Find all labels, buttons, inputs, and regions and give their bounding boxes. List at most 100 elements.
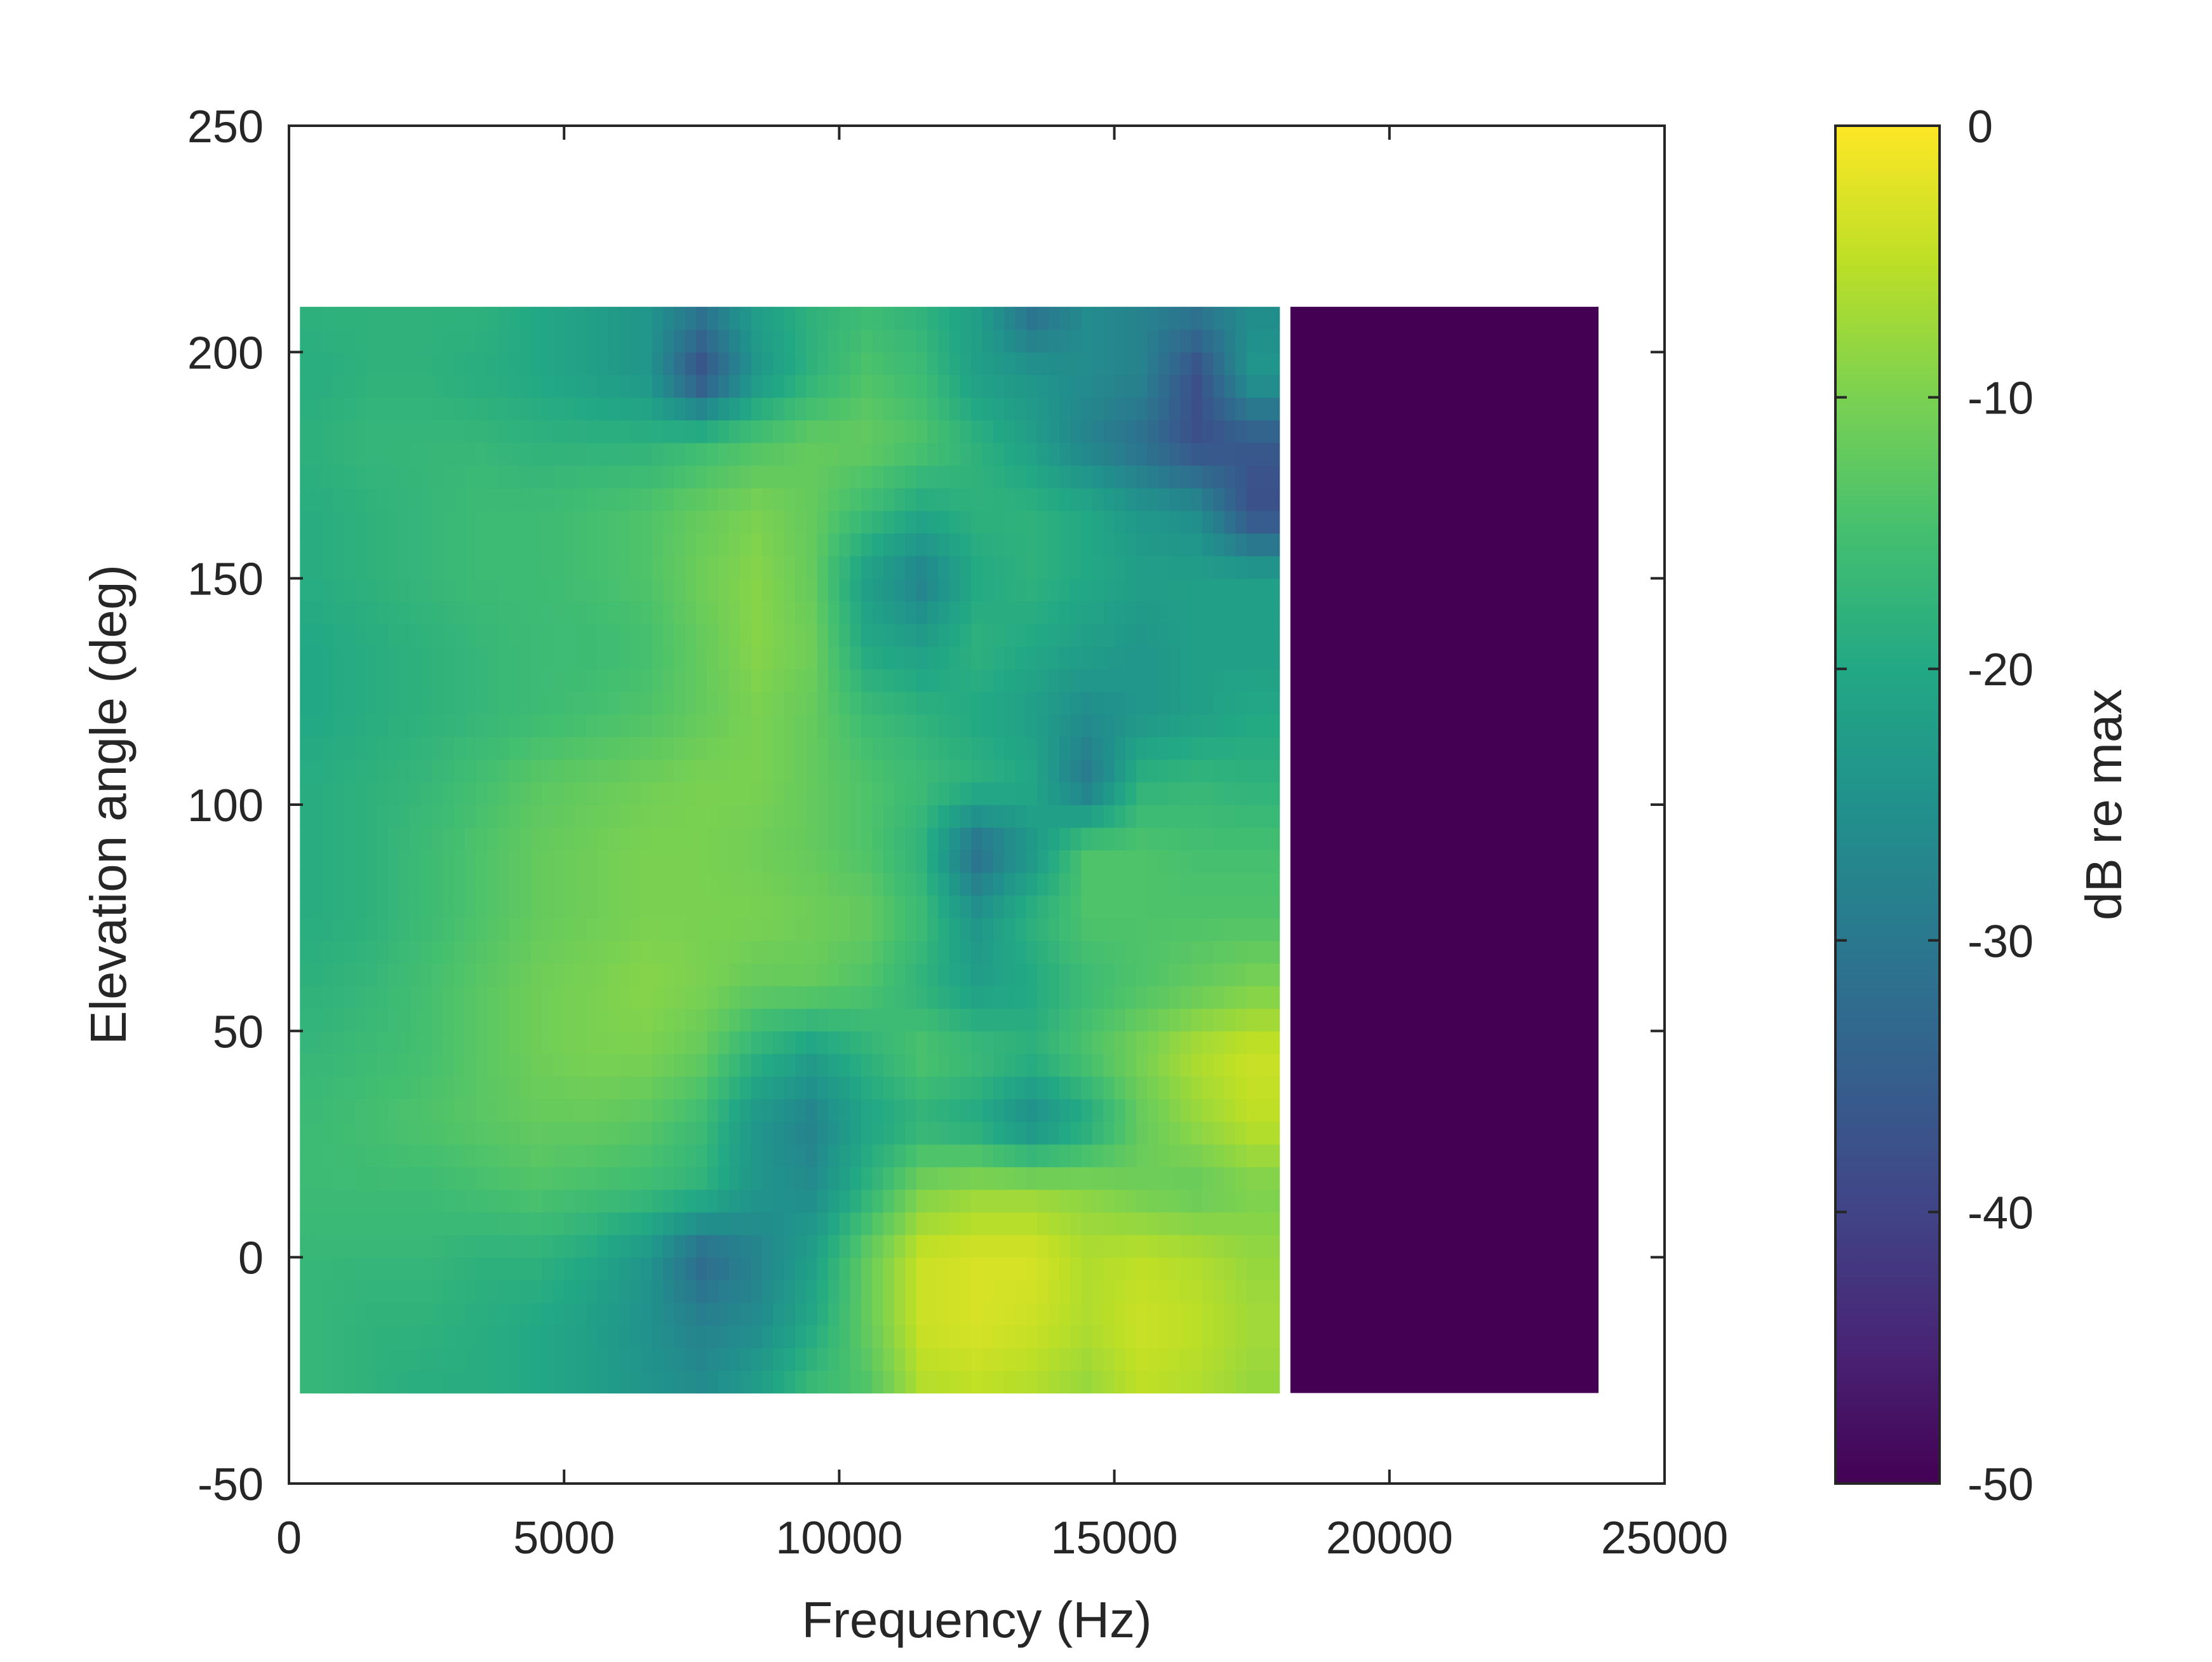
heatmap-cell (1191, 669, 1203, 692)
heatmap-cell (850, 307, 862, 330)
heatmap-cell (773, 1370, 785, 1394)
heatmap-cell (641, 465, 653, 488)
heatmap-cell (1246, 737, 1258, 760)
heatmap-cell (1059, 1099, 1071, 1122)
heatmap-cell (1114, 872, 1126, 896)
heatmap-cell (531, 1099, 543, 1122)
heatmap-cell (498, 533, 510, 556)
heatmap-cell (828, 646, 840, 669)
heatmap-cell (344, 1099, 356, 1122)
heatmap-cell (311, 623, 323, 647)
heatmap-cell (443, 963, 455, 986)
heatmap-cell (960, 352, 972, 375)
heatmap-cell (1092, 1302, 1104, 1326)
heatmap-cell (1268, 1121, 1280, 1145)
heatmap-cell (311, 1031, 323, 1054)
heatmap-cell (1136, 714, 1148, 737)
heatmap-cell (619, 1235, 631, 1258)
heatmap-cell (366, 1212, 378, 1235)
heatmap-cell (894, 1121, 906, 1145)
heatmap-cell (630, 1325, 642, 1348)
heatmap-cell (938, 1235, 950, 1258)
heatmap-cell (773, 940, 785, 964)
heatmap-cell (1037, 782, 1049, 805)
heatmap-cell (355, 1325, 367, 1348)
heatmap-cell (685, 1144, 697, 1167)
heatmap-cell (553, 872, 565, 896)
heatmap-cell (696, 352, 708, 375)
heatmap-cell (432, 601, 444, 624)
heatmap-cell (388, 510, 400, 534)
heatmap-cell (938, 1302, 950, 1326)
heatmap-cell (905, 940, 917, 964)
heatmap-cell (1026, 691, 1038, 715)
heatmap-cell (1213, 397, 1225, 420)
heatmap-cell (927, 1280, 939, 1303)
heatmap-cell (519, 691, 532, 715)
heatmap-cell (1037, 963, 1049, 986)
heatmap-cell (674, 1257, 686, 1281)
heatmap-cell (1103, 442, 1115, 466)
heatmap-cell (1246, 918, 1258, 941)
heatmap-cell (355, 827, 367, 850)
heatmap-cell (707, 1280, 719, 1303)
heatmap-cell (597, 442, 609, 466)
heatmap-cell (982, 465, 994, 488)
heatmap-cell (1004, 872, 1016, 896)
heatmap-cell (883, 805, 895, 828)
heatmap-cell (938, 1257, 950, 1281)
heatmap-cell (1213, 782, 1225, 805)
heatmap-cell (1169, 895, 1181, 918)
heatmap-cell (564, 805, 576, 828)
heatmap-cell (1191, 1189, 1203, 1213)
heatmap-cell (399, 827, 411, 850)
heatmap-cell (1224, 759, 1236, 783)
heatmap-cell (850, 918, 862, 941)
heatmap-cell (861, 805, 873, 828)
heatmap-cell (894, 805, 906, 828)
heatmap-cell (729, 1031, 741, 1054)
heatmap-cell (839, 601, 851, 624)
heatmap-cell (982, 872, 994, 896)
heatmap-cell (564, 623, 576, 647)
heatmap-cell (740, 1031, 752, 1054)
heatmap-cell (663, 1302, 675, 1326)
heatmap-cell (443, 307, 455, 330)
heatmap-cell (1191, 1302, 1203, 1326)
heatmap-cell (993, 940, 1005, 964)
heatmap-cell (311, 895, 323, 918)
heatmap-cell (630, 510, 642, 534)
heatmap-cell (1191, 307, 1203, 330)
heatmap-cell (993, 1121, 1005, 1145)
heatmap-cell (806, 872, 818, 896)
heatmap-cell (531, 963, 543, 986)
heatmap-cell (432, 1280, 444, 1303)
heatmap-cell (707, 805, 719, 828)
heatmap-cell (1191, 918, 1203, 941)
heatmap-cell (784, 986, 796, 1009)
heatmap-cell (828, 1099, 840, 1122)
heatmap-cell (828, 420, 840, 443)
heatmap-cell (1180, 850, 1192, 873)
heatmap-cell (1246, 1302, 1258, 1326)
heatmap-cell (586, 533, 598, 556)
heatmap-cell (465, 737, 477, 760)
heatmap-cell (883, 759, 895, 783)
heatmap-cell (453, 850, 466, 873)
heatmap-cell (410, 714, 422, 737)
heatmap-cell (575, 1121, 587, 1145)
colorbar-tick-label: -30 (1967, 916, 2034, 967)
heatmap-cell (894, 329, 906, 353)
heatmap-cell (1169, 352, 1181, 375)
heatmap-cell (453, 1121, 466, 1145)
heatmap-cell (476, 397, 488, 420)
heatmap-cell (784, 827, 796, 850)
heatmap-cell (905, 1280, 917, 1303)
heatmap-cell (597, 397, 609, 420)
heatmap-cell (344, 850, 356, 873)
heatmap-cell (641, 488, 653, 511)
heatmap-cell (399, 691, 411, 715)
heatmap-cell (1015, 1212, 1027, 1235)
heatmap-cell (641, 1348, 653, 1371)
heatmap-cell (685, 646, 697, 669)
